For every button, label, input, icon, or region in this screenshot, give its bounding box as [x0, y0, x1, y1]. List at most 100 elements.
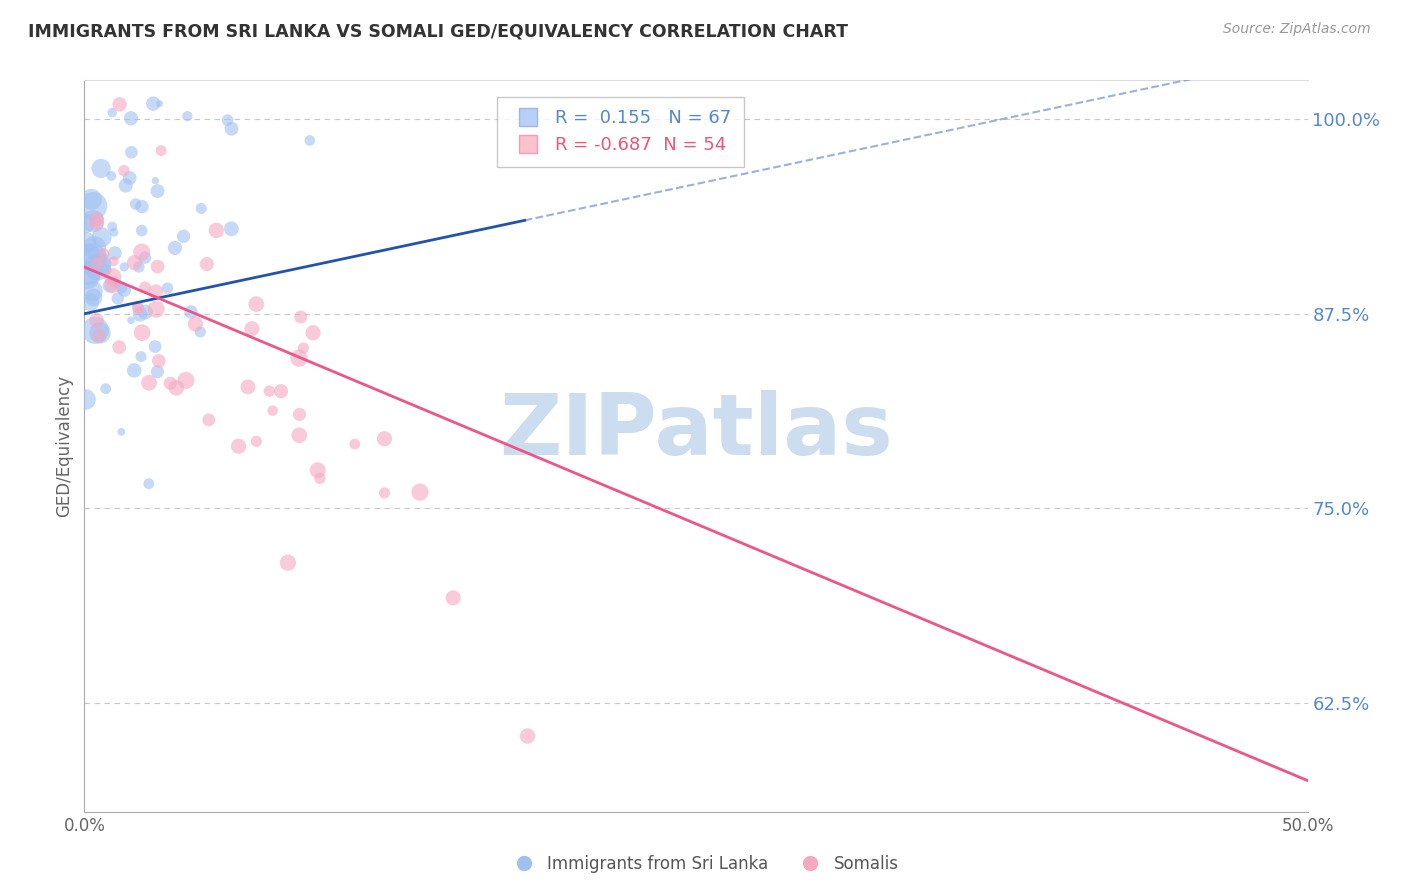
Point: [89, 326, 111, 340]
Point: [129, 307, 152, 321]
Point: [75, 216, 97, 230]
Text: IMMIGRANTS FROM SRI LANKA VS SOMALI GED/EQUIVALENCY CORRELATION CHART: IMMIGRANTS FROM SRI LANKA VS SOMALI GED/…: [28, 22, 848, 40]
Point: [288, 428, 311, 442]
Point: [82, 214, 104, 228]
Point: [307, 463, 329, 477]
Point: [148, 96, 170, 111]
Point: [75, 392, 97, 407]
Point: [142, 96, 165, 111]
Point: [98, 278, 121, 293]
Point: [89, 328, 111, 343]
Point: [190, 202, 212, 216]
Point: [108, 97, 131, 112]
Point: [104, 246, 127, 260]
Point: [146, 260, 169, 274]
Point: [120, 313, 142, 327]
Point: [124, 197, 146, 211]
Point: [302, 326, 325, 340]
Point: [124, 255, 146, 269]
Point: [112, 260, 135, 274]
Point: [143, 173, 166, 187]
Point: [108, 340, 131, 354]
Text: ZIPatlas: ZIPatlas: [499, 390, 893, 473]
Point: [277, 556, 299, 570]
Point: [101, 277, 124, 292]
Point: [131, 223, 153, 237]
Point: [343, 437, 366, 451]
Point: [373, 432, 395, 446]
Point: [82, 251, 104, 265]
Point: [120, 112, 142, 126]
Point: [221, 121, 243, 136]
Point: [84, 323, 107, 337]
Point: [143, 339, 166, 353]
Point: [90, 230, 112, 244]
Point: [75, 235, 97, 250]
Point: [79, 247, 101, 261]
Point: [90, 161, 112, 176]
Point: [205, 223, 228, 237]
Point: [184, 317, 207, 331]
Point: [127, 301, 149, 316]
Point: [134, 280, 156, 294]
Point: [262, 403, 284, 417]
Point: [298, 133, 321, 147]
Point: [245, 434, 267, 449]
Point: [156, 281, 179, 295]
Point: [112, 283, 135, 297]
Point: [288, 351, 311, 366]
Point: [86, 211, 108, 226]
Point: [86, 256, 108, 270]
Point: [217, 113, 239, 128]
Point: [103, 277, 125, 291]
Legend: R =  0.155   N = 67, R = -0.687  N = 54: R = 0.155 N = 67, R = -0.687 N = 54: [498, 96, 744, 167]
Point: [270, 384, 292, 399]
Point: [145, 285, 167, 299]
Point: [100, 169, 122, 183]
Point: [146, 365, 169, 379]
Legend: Immigrants from Sri Lanka, Somalis: Immigrants from Sri Lanka, Somalis: [501, 848, 905, 880]
Y-axis label: GED/Equivalency: GED/Equivalency: [55, 375, 73, 517]
Point: [516, 729, 538, 743]
Point: [176, 109, 198, 123]
Point: [138, 476, 160, 491]
Point: [82, 284, 104, 298]
Point: [228, 439, 250, 453]
Point: [259, 384, 281, 399]
Point: [145, 302, 167, 317]
Point: [290, 310, 312, 324]
Point: [131, 245, 153, 260]
Point: [245, 297, 267, 311]
Point: [94, 263, 117, 277]
Point: [110, 425, 132, 439]
Point: [112, 163, 135, 178]
Point: [103, 225, 125, 239]
Point: [101, 219, 124, 234]
Point: [174, 373, 197, 387]
Point: [441, 591, 464, 605]
Point: [138, 376, 160, 390]
Point: [195, 257, 218, 271]
Point: [128, 260, 150, 274]
Point: [288, 408, 311, 422]
Point: [146, 184, 169, 198]
Point: [118, 171, 141, 186]
Point: [127, 300, 149, 314]
Point: [180, 305, 202, 319]
Point: [101, 269, 124, 284]
Point: [129, 350, 152, 364]
Point: [122, 363, 145, 377]
Point: [105, 277, 128, 291]
Point: [373, 486, 395, 500]
Point: [93, 246, 115, 260]
Point: [409, 485, 432, 500]
Point: [90, 256, 112, 270]
Point: [240, 321, 263, 335]
Text: Source: ZipAtlas.com: Source: ZipAtlas.com: [1223, 22, 1371, 37]
Point: [150, 144, 173, 158]
Point: [148, 353, 170, 368]
Point: [173, 229, 195, 244]
Point: [309, 471, 332, 485]
Point: [83, 241, 105, 255]
Point: [163, 241, 186, 255]
